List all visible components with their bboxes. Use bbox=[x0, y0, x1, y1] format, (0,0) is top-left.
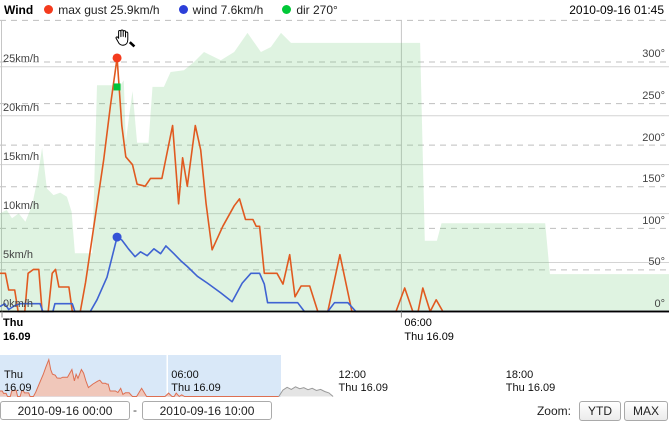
range-from-input[interactable] bbox=[0, 401, 130, 420]
navigator-tick-label: 12:00 bbox=[338, 368, 367, 381]
navigator-line-outside bbox=[278, 386, 334, 397]
dir-area bbox=[0, 32, 669, 312]
zoom-max-button[interactable]: MAX bbox=[623, 401, 668, 421]
legend: max gust 25.9km/h wind 7.6km/h dir 270° bbox=[44, 3, 357, 17]
legend-label: dir 270° bbox=[296, 2, 338, 17]
legend-item-max-gust[interactable]: max gust 25.9km/h bbox=[44, 2, 160, 17]
y-left-tick-label: 5km/h bbox=[3, 249, 33, 262]
x-tick-label: 06:00 bbox=[404, 317, 432, 329]
y-right-tick-label: 300° bbox=[642, 48, 665, 61]
range-separator: - bbox=[133, 403, 137, 417]
legend-label: wind 7.6km/h bbox=[192, 2, 264, 17]
y-right-tick-label: 200° bbox=[642, 131, 665, 144]
legend-label: max gust 25.9km/h bbox=[58, 2, 160, 17]
legend-item-wind[interactable]: wind 7.6km/h bbox=[178, 2, 264, 17]
wind-marker bbox=[112, 232, 122, 242]
zoom-group: Zoom: YTD MAX bbox=[537, 401, 668, 421]
y-left-tick-label: 25km/h bbox=[3, 53, 40, 66]
dir-legend-dot-icon bbox=[282, 5, 292, 14]
y-left-tick-label: 0km/h bbox=[3, 298, 33, 310]
zoom-label: Zoom: bbox=[536, 404, 571, 418]
wind-legend-dot-icon bbox=[178, 5, 188, 14]
y-right-tick-label: 100° bbox=[642, 214, 665, 227]
y-left-tick-label: 20km/h bbox=[3, 102, 40, 115]
y-right-tick-label: 0° bbox=[654, 298, 665, 310]
navigator-tick-label: Thu 16.09 bbox=[171, 381, 221, 394]
current-timestamp: 2010-09-16 01:45 bbox=[569, 2, 664, 17]
x-tick-label: 16.09 bbox=[3, 330, 31, 343]
dir-marker bbox=[113, 83, 121, 91]
max-gust-line bbox=[0, 57, 669, 313]
navigator-tick-label: 06:00 bbox=[171, 368, 199, 381]
navigator-tick-label: Thu 16.09 bbox=[505, 381, 556, 394]
legend-item-dir[interactable]: dir 270° bbox=[282, 3, 338, 17]
x-tick-label: Thu bbox=[3, 317, 24, 329]
range-to-input[interactable] bbox=[142, 401, 272, 420]
x-tick-label: Thu 16.09 bbox=[404, 330, 454, 343]
y-left-tick-label: 10km/h bbox=[3, 200, 40, 213]
y-right-tick-label: 250° bbox=[642, 90, 665, 103]
navigator-tick-label: Thu bbox=[4, 368, 23, 381]
navigator-line-selected bbox=[0, 357, 279, 398]
y-left-tick-label: 15km/h bbox=[3, 151, 40, 164]
y-right-tick-label: 150° bbox=[642, 173, 665, 186]
zoom-ytd-button[interactable]: YTD bbox=[578, 401, 621, 421]
chart-title: Wind bbox=[4, 2, 34, 17]
chart-header: Wind max gust 25.9km/h wind 7.6km/h dir 27… bbox=[0, 1, 669, 18]
max-gust-legend-dot-icon bbox=[44, 5, 54, 14]
navigator-tick-label: 16.09 bbox=[4, 381, 32, 394]
max-gust-marker bbox=[112, 53, 122, 63]
navigator-tick-label: Thu 16.09 bbox=[338, 381, 389, 394]
navigator-tick-label: 18:00 bbox=[505, 368, 534, 381]
navigator-area-selected bbox=[0, 359, 279, 397]
range-controls: - Zoom: YTD MAX bbox=[0, 401, 669, 423]
y-right-tick-label: 50° bbox=[648, 256, 665, 269]
